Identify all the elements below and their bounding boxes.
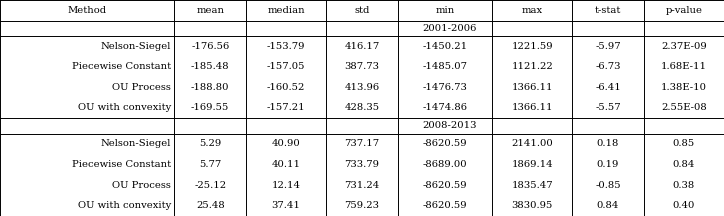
Text: -1485.07: -1485.07	[422, 62, 468, 71]
Text: 40.90: 40.90	[272, 140, 300, 149]
Text: mean: mean	[196, 6, 224, 15]
Text: -5.97: -5.97	[595, 42, 620, 51]
Text: -6.73: -6.73	[595, 62, 620, 71]
Text: 2.55E-08: 2.55E-08	[661, 103, 707, 113]
Text: Nelson-Siegel: Nelson-Siegel	[101, 42, 171, 51]
Text: 2.37E-09: 2.37E-09	[661, 42, 707, 51]
Text: -169.55: -169.55	[191, 103, 230, 113]
Text: 733.79: 733.79	[345, 160, 379, 169]
Text: 0.84: 0.84	[673, 160, 695, 169]
Text: -188.80: -188.80	[191, 83, 230, 92]
Text: -1476.73: -1476.73	[422, 83, 467, 92]
Text: std: std	[354, 6, 370, 15]
Text: 0.40: 0.40	[673, 201, 695, 210]
Text: 413.96: 413.96	[345, 83, 379, 92]
Text: -6.41: -6.41	[595, 83, 621, 92]
Text: -1474.86: -1474.86	[422, 103, 468, 113]
Text: OU Process: OU Process	[112, 181, 171, 190]
Text: 387.73: 387.73	[345, 62, 379, 71]
Text: -153.79: -153.79	[267, 42, 306, 51]
Text: Method: Method	[67, 6, 107, 15]
Text: 25.48: 25.48	[196, 201, 224, 210]
Text: 1221.59: 1221.59	[511, 42, 553, 51]
Text: t-stat: t-stat	[595, 6, 621, 15]
Text: 3830.95: 3830.95	[511, 201, 553, 210]
Text: -157.21: -157.21	[267, 103, 306, 113]
Text: -8620.59: -8620.59	[423, 181, 467, 190]
Text: -185.48: -185.48	[191, 62, 230, 71]
Text: 731.24: 731.24	[345, 181, 379, 190]
Text: Piecewise Constant: Piecewise Constant	[72, 62, 171, 71]
Text: 1121.22: 1121.22	[511, 62, 553, 71]
Text: max: max	[521, 6, 543, 15]
Text: 428.35: 428.35	[345, 103, 379, 113]
Text: 0.85: 0.85	[673, 140, 695, 149]
Text: 5.29: 5.29	[199, 140, 222, 149]
Text: min: min	[435, 6, 455, 15]
Text: 1366.11: 1366.11	[511, 83, 553, 92]
Text: 1869.14: 1869.14	[511, 160, 553, 169]
Text: -157.05: -157.05	[267, 62, 306, 71]
Text: 759.23: 759.23	[345, 201, 379, 210]
Text: 40.11: 40.11	[272, 160, 300, 169]
Text: 416.17: 416.17	[345, 42, 379, 51]
Text: p-value: p-value	[665, 6, 702, 15]
Text: Nelson-Siegel: Nelson-Siegel	[101, 140, 171, 149]
Text: 1366.11: 1366.11	[511, 103, 553, 113]
Text: 0.38: 0.38	[673, 181, 695, 190]
Text: 37.41: 37.41	[272, 201, 300, 210]
Text: -5.57: -5.57	[595, 103, 620, 113]
Text: OU with convexity: OU with convexity	[77, 201, 171, 210]
Text: 12.14: 12.14	[272, 181, 300, 190]
Text: 0.19: 0.19	[597, 160, 619, 169]
Text: 0.84: 0.84	[597, 201, 619, 210]
Text: -176.56: -176.56	[191, 42, 230, 51]
Text: 2001-2006: 2001-2006	[422, 24, 476, 33]
Text: 2141.00: 2141.00	[511, 140, 553, 149]
Text: 2008-2013: 2008-2013	[422, 121, 476, 130]
Text: -1450.21: -1450.21	[422, 42, 468, 51]
Text: 5.77: 5.77	[199, 160, 222, 169]
Text: -0.85: -0.85	[595, 181, 620, 190]
Text: 1835.47: 1835.47	[511, 181, 553, 190]
Text: 737.17: 737.17	[345, 140, 379, 149]
Text: -8620.59: -8620.59	[423, 140, 467, 149]
Text: Piecewise Constant: Piecewise Constant	[72, 160, 171, 169]
Text: -25.12: -25.12	[194, 181, 227, 190]
Text: OU with convexity: OU with convexity	[77, 103, 171, 113]
Text: 0.18: 0.18	[597, 140, 619, 149]
Text: OU Process: OU Process	[112, 83, 171, 92]
Text: 1.68E-11: 1.68E-11	[661, 62, 707, 71]
Text: -8689.00: -8689.00	[423, 160, 467, 169]
Text: -160.52: -160.52	[267, 83, 306, 92]
Text: 1.38E-10: 1.38E-10	[661, 83, 707, 92]
Text: median: median	[267, 6, 305, 15]
Text: -8620.59: -8620.59	[423, 201, 467, 210]
